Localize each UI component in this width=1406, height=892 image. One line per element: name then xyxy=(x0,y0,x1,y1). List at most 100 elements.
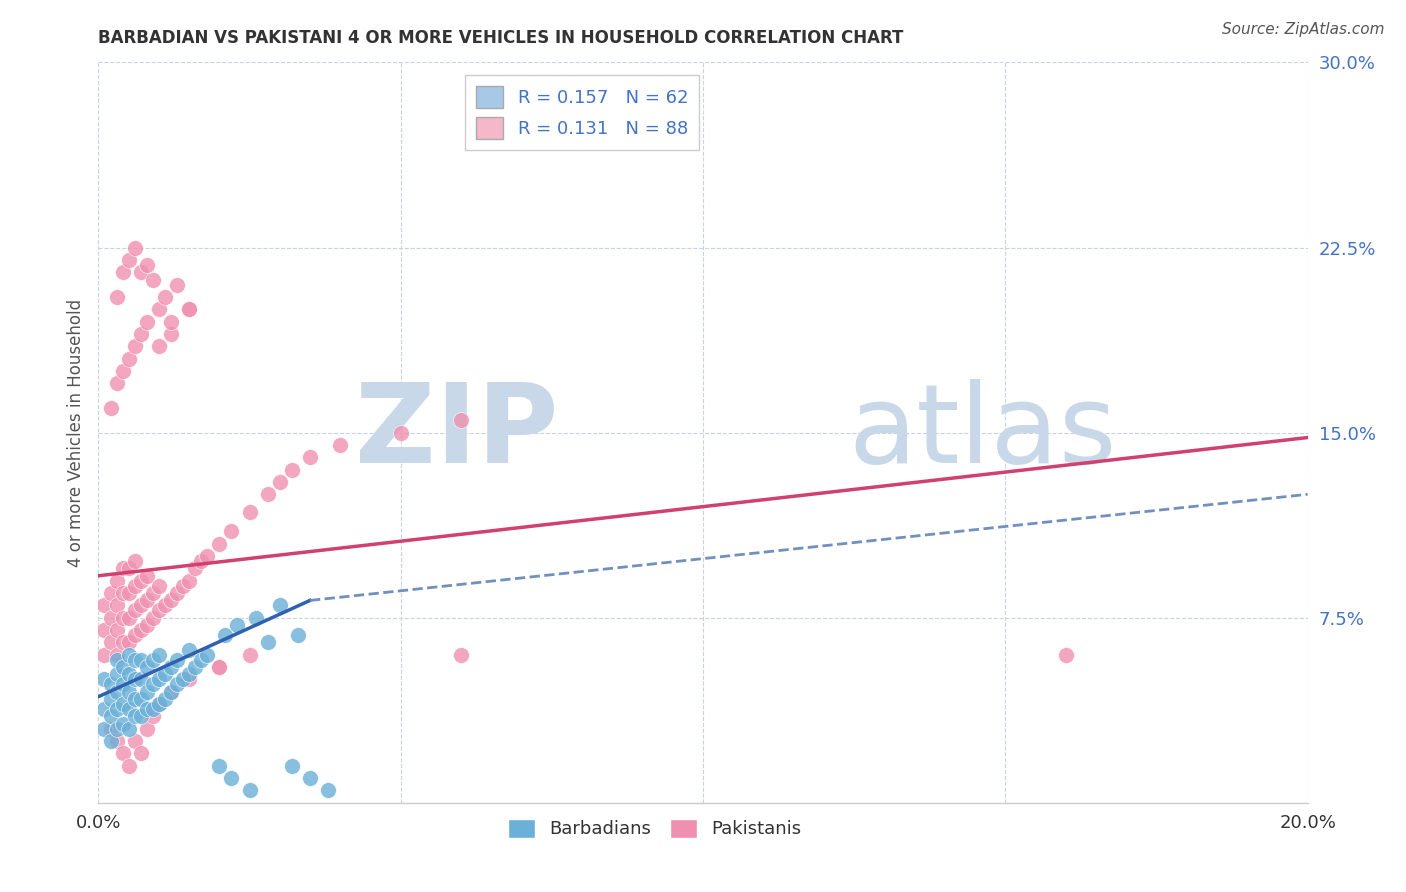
Point xyxy=(124,339,146,353)
Point xyxy=(93,648,115,662)
Point xyxy=(105,376,128,391)
Point xyxy=(124,709,146,723)
Point xyxy=(129,692,152,706)
Point xyxy=(179,574,201,588)
Point xyxy=(256,635,278,649)
Point xyxy=(124,554,146,568)
Point xyxy=(129,709,152,723)
Point xyxy=(118,702,141,716)
Point xyxy=(190,554,212,568)
Point xyxy=(148,697,170,711)
Point xyxy=(111,610,134,624)
Point xyxy=(184,561,207,575)
Point xyxy=(135,702,157,716)
Point xyxy=(239,648,262,662)
Point xyxy=(166,653,188,667)
Point xyxy=(299,450,322,465)
Point xyxy=(160,593,183,607)
Point xyxy=(105,702,128,716)
Point xyxy=(281,462,304,476)
Point xyxy=(153,599,176,613)
Point xyxy=(135,618,157,632)
Point xyxy=(105,685,128,699)
Point xyxy=(135,593,157,607)
Point xyxy=(118,351,141,366)
Point xyxy=(118,685,141,699)
Point xyxy=(129,574,152,588)
Point xyxy=(111,716,134,731)
Point xyxy=(100,692,122,706)
Point xyxy=(450,413,472,427)
Y-axis label: 4 or more Vehicles in Household: 4 or more Vehicles in Household xyxy=(66,299,84,566)
Point xyxy=(208,758,231,772)
Point xyxy=(195,648,218,662)
Text: atlas: atlas xyxy=(848,379,1116,486)
Point xyxy=(93,673,115,687)
Point xyxy=(299,771,322,785)
Point xyxy=(389,425,412,440)
Point xyxy=(172,579,194,593)
Point xyxy=(105,653,128,667)
Point xyxy=(153,692,176,706)
Point xyxy=(100,586,122,600)
Point xyxy=(329,438,352,452)
Point xyxy=(135,722,157,736)
Point xyxy=(105,667,128,681)
Point xyxy=(1054,648,1077,662)
Point xyxy=(100,401,122,415)
Point xyxy=(160,326,183,341)
Point xyxy=(153,290,176,304)
Point xyxy=(118,561,141,575)
Point xyxy=(124,653,146,667)
Point xyxy=(118,252,141,267)
Point xyxy=(208,660,231,674)
Point xyxy=(124,603,146,617)
Point xyxy=(93,623,115,637)
Text: ZIP: ZIP xyxy=(354,379,558,486)
Point xyxy=(124,628,146,642)
Point xyxy=(129,599,152,613)
Point xyxy=(256,487,278,501)
Point xyxy=(450,648,472,662)
Point xyxy=(100,610,122,624)
Point xyxy=(148,579,170,593)
Point xyxy=(111,660,134,674)
Point xyxy=(100,677,122,691)
Point xyxy=(208,660,231,674)
Point xyxy=(179,302,201,317)
Point xyxy=(190,653,212,667)
Point xyxy=(269,475,291,489)
Point xyxy=(93,722,115,736)
Point xyxy=(129,673,152,687)
Point xyxy=(111,364,134,378)
Point xyxy=(179,673,201,687)
Point xyxy=(184,660,207,674)
Text: BARBADIAN VS PAKISTANI 4 OR MORE VEHICLES IN HOUSEHOLD CORRELATION CHART: BARBADIAN VS PAKISTANI 4 OR MORE VEHICLE… xyxy=(98,29,904,47)
Point xyxy=(105,574,128,588)
Point xyxy=(118,722,141,736)
Point xyxy=(105,290,128,304)
Point xyxy=(142,709,165,723)
Point xyxy=(160,685,183,699)
Point xyxy=(287,628,309,642)
Point xyxy=(111,561,134,575)
Point xyxy=(142,702,165,716)
Point xyxy=(111,747,134,761)
Point xyxy=(124,734,146,748)
Point xyxy=(118,635,141,649)
Point xyxy=(135,660,157,674)
Point xyxy=(93,702,115,716)
Point xyxy=(129,747,152,761)
Point xyxy=(172,673,194,687)
Point xyxy=(148,302,170,317)
Point xyxy=(166,677,188,691)
Point xyxy=(100,709,122,723)
Point xyxy=(100,635,122,649)
Point xyxy=(129,265,152,279)
Point xyxy=(129,326,152,341)
Point xyxy=(105,734,128,748)
Point xyxy=(239,505,262,519)
Point xyxy=(269,599,291,613)
Point xyxy=(111,635,134,649)
Point xyxy=(105,648,128,662)
